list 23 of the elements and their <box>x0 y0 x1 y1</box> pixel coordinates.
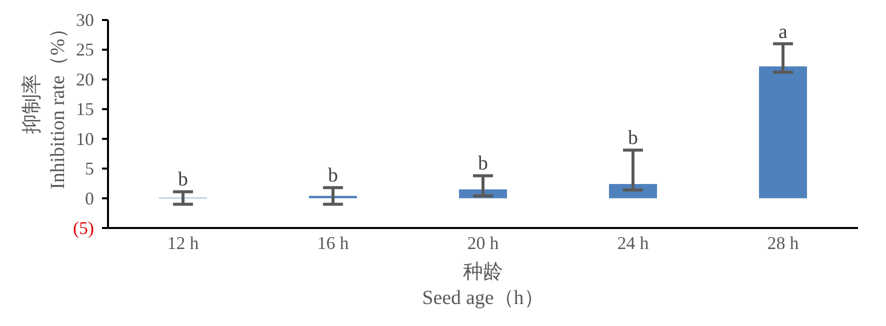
y-tick-label: (5) <box>73 218 94 238</box>
bar <box>309 196 357 198</box>
y-tick-label: 5 <box>85 158 94 179</box>
annotation: b <box>628 127 638 150</box>
y-axis-title: 抑制率 Inhibition rate（%） <box>21 18 69 190</box>
x-tick-label: 28 h <box>767 232 799 253</box>
y-tick-label: 0 <box>85 188 94 208</box>
x-tick-label: 20 h <box>467 232 499 253</box>
bar <box>609 184 657 198</box>
y-tick-label: 25 <box>76 40 94 60</box>
annotation: a <box>778 20 788 43</box>
x-tick-label: 12 h <box>167 232 199 253</box>
x-tick-label: 16 h <box>317 232 349 253</box>
y-tick-label: 30 <box>76 10 94 30</box>
annotation: b <box>328 164 338 187</box>
y-tick-label: 20 <box>76 69 94 90</box>
y-tick-label: 15 <box>76 99 94 120</box>
bar <box>759 66 807 198</box>
x-tick-label: 24 h <box>617 232 649 253</box>
annotation: b <box>478 152 488 175</box>
annotation: b <box>178 168 188 191</box>
x-axis-title: 种龄 Seed age（h） <box>422 261 544 309</box>
y-tick-label: 10 <box>76 128 94 149</box>
